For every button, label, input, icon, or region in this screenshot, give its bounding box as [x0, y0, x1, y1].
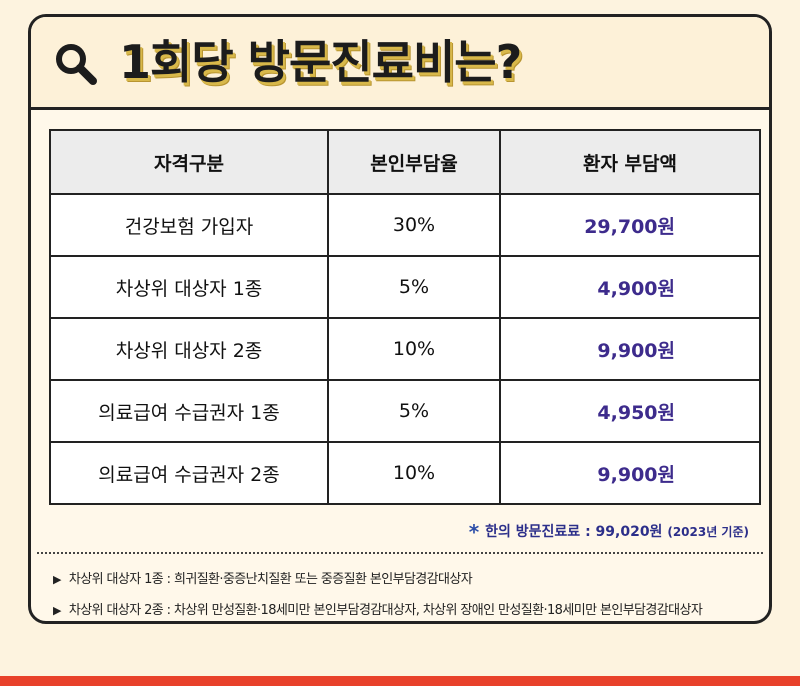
- amount-cell: 4,950원: [499, 379, 761, 443]
- bottom-accent-bar: [0, 676, 800, 686]
- rate-cell: 10%: [327, 441, 501, 505]
- table-row: 의료급여 수급권자 2종 10% 9,900원: [49, 441, 761, 505]
- amount-cell: 9,900원: [499, 317, 761, 381]
- card-header: 1회당 방문진료비는?: [31, 17, 769, 110]
- footnote-1: ▶ 차상위 대상자 1종 : 희귀질환·중증난치질환 또는 중증질환 본인부담경감…: [53, 568, 473, 587]
- category-cell: 건강보험 가입자: [49, 193, 329, 257]
- header-rate: 본인부담율: [327, 129, 501, 195]
- rate-cell: 5%: [327, 255, 501, 319]
- dotted-divider: [37, 552, 763, 554]
- visit-fee-year: (2023년 기준): [667, 525, 749, 539]
- table-header-row: 자격구분 본인부담율 환자 부담액: [49, 129, 761, 195]
- rate-cell: 10%: [327, 317, 501, 381]
- fee-table: 자격구분 본인부담율 환자 부담액 건강보험 가입자 30% 29,700원 차…: [49, 129, 761, 505]
- search-icon: [56, 44, 97, 85]
- fee-card: 1회당 방문진료비는? 자격구분 본인부담율 환자 부담액 건강보험 가입자 3…: [28, 14, 772, 624]
- asterisk-icon: *: [468, 520, 480, 544]
- category-cell: 차상위 대상자 2종: [49, 317, 329, 381]
- table-row: 건강보험 가입자 30% 29,700원: [49, 193, 761, 257]
- page-title: 1회당 방문진료비는?: [119, 35, 522, 89]
- table-row: 차상위 대상자 2종 10% 9,900원: [49, 317, 761, 381]
- footnote-text: 차상위 대상자 1종 : 희귀질환·중증난치질환 또는 중증질환 본인부담경감대…: [68, 572, 473, 587]
- footnote-text: 차상위 대상자 2종 : 차상위 만성질환·18세미만 본인부담경감대상자, 차…: [68, 603, 703, 618]
- category-cell: 의료급여 수급권자 2종: [49, 441, 329, 505]
- table-row: 의료급여 수급권자 1종 5% 4,950원: [49, 379, 761, 443]
- category-cell: 차상위 대상자 1종: [49, 255, 329, 319]
- visit-fee-text: 한의 방문진료료 : 99,020원: [485, 524, 663, 540]
- rate-cell: 30%: [327, 193, 501, 257]
- footnote-2: ▶ 차상위 대상자 2종 : 차상위 만성질환·18세미만 본인부담경감대상자, …: [53, 599, 703, 618]
- amount-cell: 29,700원: [499, 193, 761, 257]
- header-category: 자격구분: [49, 129, 329, 195]
- table-row: 차상위 대상자 1종 5% 4,900원: [49, 255, 761, 319]
- visit-fee-note: * 한의 방문진료료 : 99,020원 (2023년 기준): [469, 520, 749, 544]
- triangle-right-icon: ▶: [53, 573, 61, 586]
- category-cell: 의료급여 수급권자 1종: [49, 379, 329, 443]
- amount-cell: 9,900원: [499, 441, 761, 505]
- amount-cell: 4,900원: [499, 255, 761, 319]
- header-amount: 환자 부담액: [499, 129, 761, 195]
- triangle-right-icon: ▶: [53, 604, 61, 617]
- rate-cell: 5%: [327, 379, 501, 443]
